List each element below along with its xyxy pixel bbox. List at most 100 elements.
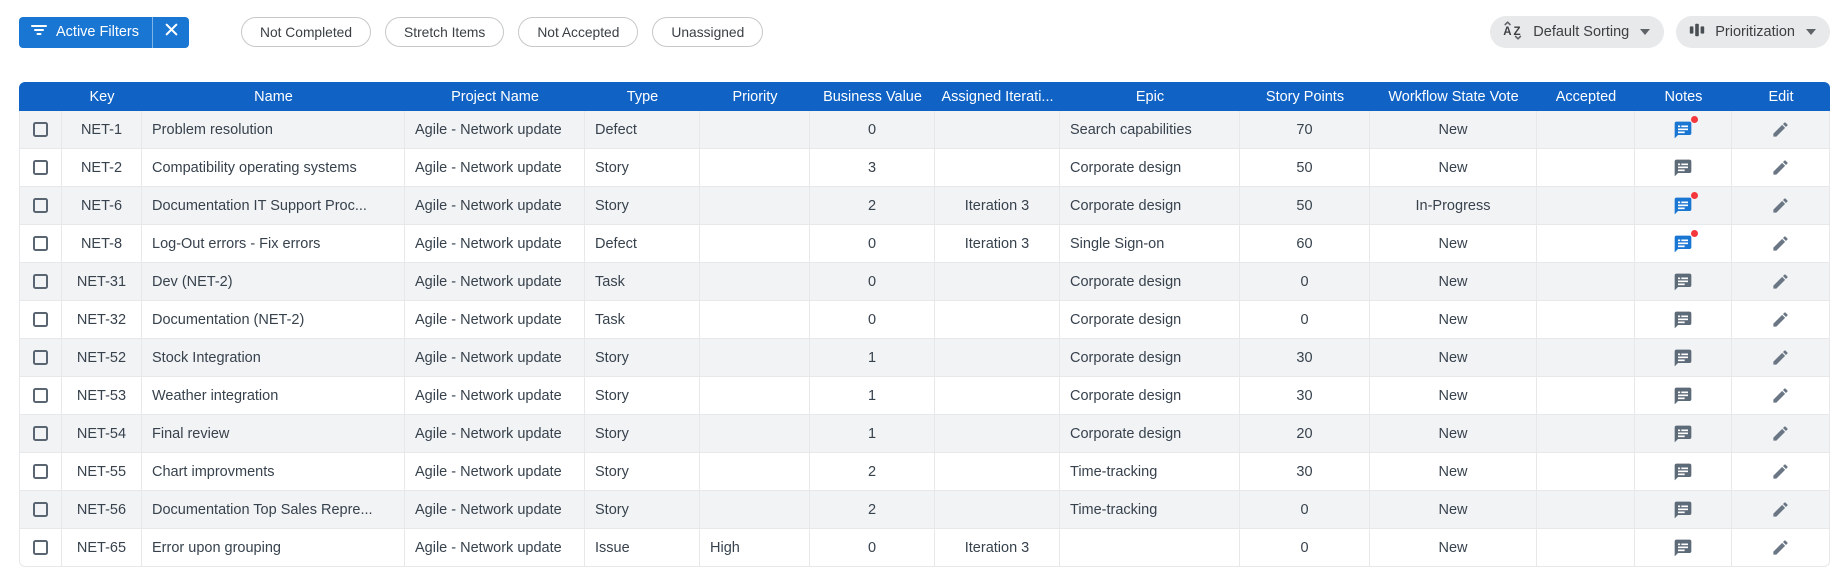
column-header-epic[interactable]: Epic	[1060, 82, 1240, 111]
row-checkbox[interactable]	[33, 540, 48, 556]
notes-icon[interactable]	[1671, 384, 1695, 408]
cell-story_points: 0	[1240, 529, 1370, 567]
column-header-priority[interactable]: Priority	[700, 82, 810, 111]
cell-name: Documentation Top Sales Repre...	[142, 491, 405, 529]
notes-icon[interactable]	[1671, 308, 1695, 332]
column-header-workflow[interactable]: Workflow State Vote	[1370, 82, 1537, 111]
column-header-project[interactable]: Project Name	[405, 82, 585, 111]
row-checkbox[interactable]	[33, 388, 48, 404]
cell-key: NET-52	[62, 339, 142, 377]
row-checkbox[interactable]	[33, 274, 48, 290]
cell-iteration	[935, 491, 1060, 529]
pencil-icon[interactable]	[1769, 384, 1793, 408]
cell-select	[19, 377, 62, 415]
cell-select	[19, 187, 62, 225]
cell-type: Story	[585, 149, 700, 187]
cell-priority	[700, 339, 810, 377]
unread-dot	[1691, 229, 1698, 237]
sorting-dropdown[interactable]: A Z Default Sorting	[1490, 16, 1665, 48]
row-checkbox[interactable]	[33, 312, 48, 328]
table-row-net-54: NET-54 Final review Agile - Network update…	[19, 415, 1830, 453]
cell-iteration	[935, 301, 1060, 339]
caret-down-icon	[1806, 29, 1816, 35]
row-checkbox[interactable]	[33, 236, 48, 252]
column-header-notes[interactable]: Notes	[1635, 82, 1732, 111]
row-checkbox[interactable]	[33, 464, 48, 480]
pencil-icon[interactable]	[1769, 460, 1793, 484]
table-row-net-1: NET-1 Problem resolution Agile - Network u…	[19, 111, 1830, 149]
cell-business_value: 2	[810, 491, 935, 529]
pencil-icon[interactable]	[1769, 536, 1793, 560]
notes-icon[interactable]	[1671, 229, 1698, 256]
cell-edit	[1732, 529, 1830, 567]
cell-iteration: Iteration 3	[935, 187, 1060, 225]
cell-name: Chart improvments	[142, 453, 405, 491]
notes-icon[interactable]	[1671, 536, 1695, 560]
table-row-net-65: NET-65 Error upon grouping Agile - Network…	[19, 529, 1830, 567]
pencil-icon[interactable]	[1769, 194, 1793, 218]
clear-filters-button[interactable]	[153, 17, 189, 48]
items-table: Key Name Project Name Type Priority Business …	[19, 82, 1830, 567]
notes-icon[interactable]	[1671, 115, 1698, 142]
pencil-icon[interactable]	[1769, 308, 1793, 332]
pencil-icon[interactable]	[1769, 270, 1793, 294]
row-checkbox[interactable]	[33, 198, 48, 214]
right-controls: A Z Default Sorting Prioritization	[1490, 16, 1830, 48]
column-header-key[interactable]: Key	[62, 82, 142, 111]
column-header-iteration[interactable]: Assigned Iterati...	[935, 82, 1060, 111]
column-header-select[interactable]	[19, 82, 62, 111]
column-header-type[interactable]: Type	[585, 82, 700, 111]
cell-workflow: New	[1370, 491, 1537, 529]
cell-business_value: 0	[810, 111, 935, 149]
row-checkbox[interactable]	[33, 426, 48, 442]
cell-select	[19, 529, 62, 567]
cell-name: Documentation (NET-2)	[142, 301, 405, 339]
active-filters-main[interactable]: Active Filters	[19, 17, 152, 48]
notes-icon[interactable]	[1671, 422, 1695, 446]
row-checkbox[interactable]	[33, 350, 48, 366]
pencil-icon[interactable]	[1769, 422, 1793, 446]
cell-select	[19, 339, 62, 377]
notes-icon[interactable]	[1671, 156, 1695, 180]
column-header-name[interactable]: Name	[142, 82, 405, 111]
cell-project: Agile - Network update	[405, 187, 585, 225]
column-header-accepted[interactable]: Accepted	[1537, 82, 1635, 111]
notes-icon[interactable]	[1671, 460, 1695, 484]
prioritization-dropdown[interactable]: Prioritization	[1676, 16, 1830, 48]
cell-notes	[1635, 453, 1732, 491]
cell-select	[19, 415, 62, 453]
row-checkbox[interactable]	[33, 122, 48, 138]
row-checkbox[interactable]	[33, 160, 48, 176]
cell-iteration: Iteration 3	[935, 529, 1060, 567]
filter-chip-unassigned[interactable]: Unassigned	[652, 17, 764, 47]
filter-chip-not-accepted[interactable]: Not Accepted	[518, 17, 639, 47]
column-header-edit[interactable]: Edit	[1732, 82, 1830, 111]
column-header-business_value[interactable]: Business Value	[810, 82, 935, 111]
bars-icon	[1688, 21, 1706, 43]
notes-icon[interactable]	[1671, 270, 1695, 294]
filter-chip-not-completed[interactable]: Not Completed	[241, 17, 372, 47]
cell-name: Documentation IT Support Proc...	[142, 187, 405, 225]
cell-workflow: New	[1370, 377, 1537, 415]
table-row-net-55: NET-55 Chart improvments Agile - Network u…	[19, 453, 1830, 491]
notes-icon[interactable]	[1671, 346, 1695, 370]
cell-business_value: 0	[810, 301, 935, 339]
cell-priority	[700, 453, 810, 491]
pencil-icon[interactable]	[1769, 118, 1793, 142]
cell-epic: Corporate design	[1060, 149, 1240, 187]
cell-name: Error upon grouping	[142, 529, 405, 567]
cell-accepted	[1537, 225, 1635, 263]
pencil-icon[interactable]	[1769, 232, 1793, 256]
filter-chip-stretch-items[interactable]: Stretch Items	[385, 17, 505, 47]
row-checkbox[interactable]	[33, 502, 48, 518]
notes-icon[interactable]	[1671, 191, 1698, 218]
table-row-net-53: NET-53 Weather integration Agile - Network…	[19, 377, 1830, 415]
pencil-icon[interactable]	[1769, 156, 1793, 180]
pencil-icon[interactable]	[1769, 498, 1793, 522]
table-body: NET-1 Problem resolution Agile - Network u…	[19, 111, 1830, 567]
active-filters-button[interactable]: Active Filters	[19, 16, 189, 48]
column-header-story_points[interactable]: Story Points	[1240, 82, 1370, 111]
cell-notes	[1635, 111, 1732, 149]
pencil-icon[interactable]	[1769, 346, 1793, 370]
notes-icon[interactable]	[1671, 498, 1695, 522]
